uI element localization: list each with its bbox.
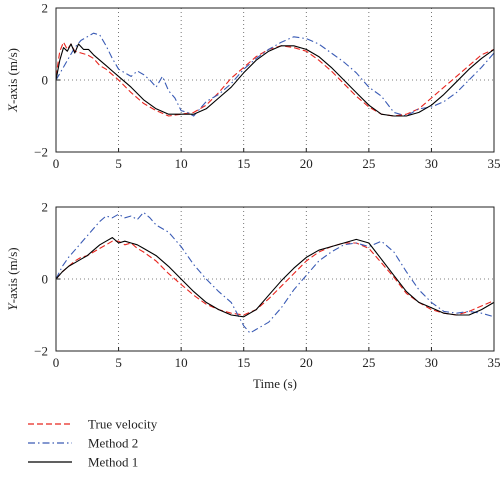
x-tick-label: 35 [488,156,500,171]
legend-label: Method 1 [88,455,138,470]
x-tick-label: 10 [175,355,188,370]
series-line-true-velocity [55,41,495,117]
y-velocity-panel: 0 5 10 15 20 25 30 35 −2 0 2 Y-axis (m/s) Time (s) [5,200,500,392]
y-axis-label: X-axis (m/s) [5,48,20,113]
x-velocity-panel: 0 5 10 15 20 25 30 35 −2 0 2 X-axis (m/s) [5,1,500,172]
y-tick-label: −2 [34,344,48,359]
series-line-method-1 [55,237,495,318]
series-line-method-2 [55,32,495,117]
x-tick-label: 25 [362,156,375,171]
y-tick-label: −2 [34,145,48,160]
x-tick-label: 5 [115,156,122,171]
x-tick-label: 30 [425,355,438,370]
y-axis-label: Y-axis (m/s) [5,247,20,310]
x-tick-label: 15 [237,355,250,370]
x-tick-label: 15 [237,156,250,171]
chart-legend: True velocity Method 2 Method 1 [28,417,158,470]
x-tick-label: 30 [425,156,438,171]
x-tick-label: 20 [300,355,313,370]
y-tick-label: 0 [42,272,49,287]
legend-label: True velocity [88,417,158,432]
x-tick-label: 25 [362,355,375,370]
series-line-method-1 [55,43,495,117]
legend-label: Method 2 [88,436,138,451]
x-tick-label: 35 [488,355,500,370]
x-tick-label: 20 [300,156,313,171]
y-tick-label: 2 [42,1,49,16]
y-tick-label: 0 [42,73,49,88]
x-tick-label: 0 [53,355,60,370]
x-tick-label: 10 [175,156,188,171]
series-line-true-velocity [55,240,495,316]
x-axis-label: Time (s) [253,376,297,391]
x-tick-label: 5 [115,355,122,370]
y-tick-label: 2 [42,200,49,215]
series-line-method-2 [55,211,495,334]
x-tick-label: 0 [53,156,60,171]
